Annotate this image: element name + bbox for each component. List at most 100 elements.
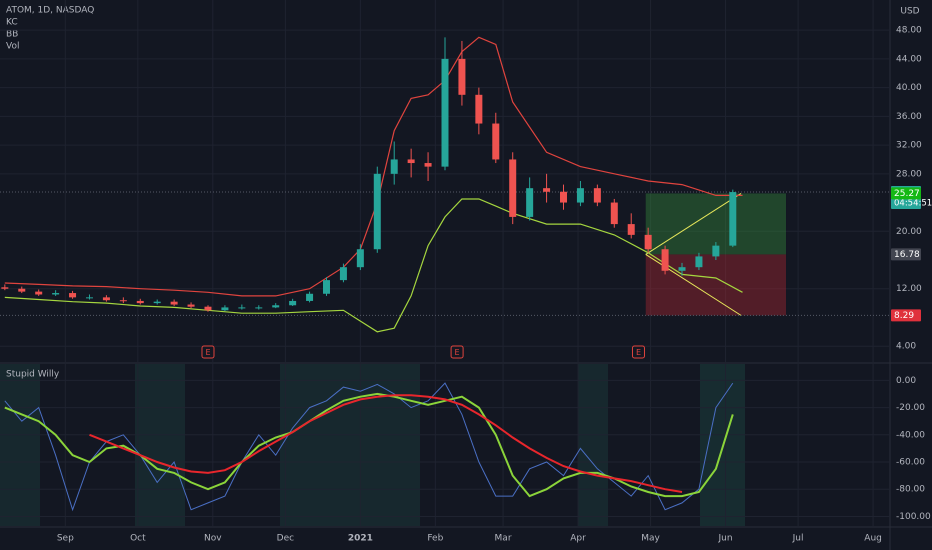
entry-label: 16.78 <box>894 250 920 260</box>
countdown: 04:54:51 <box>894 199 932 209</box>
indicator-line <box>4 382 734 512</box>
candle-body <box>204 306 212 311</box>
x-tick-label: May <box>641 534 660 544</box>
candle-body <box>407 159 415 164</box>
candle-body <box>35 291 43 295</box>
target-label: 25.27 <box>894 189 920 199</box>
candle-body <box>509 159 517 217</box>
candle-body <box>390 159 398 174</box>
candle-body <box>255 307 263 309</box>
candle-body <box>289 300 297 306</box>
y-tick-label: -40.00 <box>896 430 925 440</box>
stop-label: 8.29 <box>894 311 914 321</box>
loss-zone <box>645 254 787 316</box>
lower-band <box>4 198 743 333</box>
candle-body <box>678 267 686 271</box>
candle-body <box>492 123 500 160</box>
indicator-title: Stupid Willy <box>6 370 60 380</box>
y-tick-label: 32.00 <box>896 141 922 151</box>
y-tick-label: 48.00 <box>896 26 922 36</box>
x-tick-label: Nov <box>204 534 222 544</box>
y-tick-label: 44.00 <box>896 54 922 64</box>
candle-body <box>102 297 110 301</box>
candle-body <box>712 245 720 257</box>
chart-title: ATOM, 1D, NASDAQ <box>6 6 94 16</box>
y-tick-label: 20.00 <box>896 227 922 237</box>
y-tick-label: -20.00 <box>896 403 925 413</box>
indicator-label: KC <box>6 18 18 28</box>
candle-body <box>661 249 669 271</box>
y-tick-label: -100.00 <box>896 512 931 522</box>
x-tick-label: Feb <box>427 534 443 544</box>
y-tick-label: 4.00 <box>896 342 916 352</box>
zone <box>280 364 420 526</box>
candle-body <box>526 188 534 217</box>
candle-body <box>85 297 93 299</box>
x-tick-label: Oct <box>130 534 146 544</box>
currency: USD <box>900 7 919 17</box>
y-tick-label: 40.00 <box>896 83 922 93</box>
candle-body <box>272 305 280 308</box>
candle-body <box>1 287 9 289</box>
candle-body <box>644 234 652 250</box>
y-tick-label: 28.00 <box>896 169 922 179</box>
x-tick-label: Aug <box>864 534 882 544</box>
x-tick-label: Jun <box>718 534 733 544</box>
candle-body <box>306 293 314 301</box>
candle-body <box>441 58 449 167</box>
indicator-line <box>89 394 683 493</box>
y-tick-label: 36.00 <box>896 112 922 122</box>
candle-body <box>187 304 195 307</box>
y-tick-label: 0.00 <box>896 376 916 386</box>
candle-body <box>458 58 466 95</box>
candle-body <box>69 293 77 298</box>
zone <box>135 364 185 526</box>
x-tick-label: 2021 <box>348 534 373 544</box>
zone <box>0 364 40 526</box>
zone <box>578 364 608 526</box>
candle-body <box>119 300 127 302</box>
candle-body <box>356 249 364 268</box>
candle-body <box>170 301 178 305</box>
target-arrow <box>645 193 742 255</box>
candle-body <box>339 267 347 281</box>
candle-body <box>576 188 584 203</box>
stop-label-box <box>891 309 921 322</box>
x-tick-label: Sep <box>57 534 74 544</box>
target-label-box <box>891 187 921 200</box>
candle-body <box>560 191 568 203</box>
candle-body <box>322 280 330 294</box>
earnings-marker <box>631 345 645 359</box>
x-tick-label: Apr <box>570 534 586 544</box>
x-tick-label: Mar <box>495 534 512 544</box>
candle-body <box>238 307 246 309</box>
entry-label-box <box>891 248 921 261</box>
x-tick-label: Jul <box>792 534 804 544</box>
candle-body <box>424 163 432 167</box>
earnings-label: E <box>205 348 210 357</box>
indicator-label: BB <box>6 30 18 40</box>
candle-body <box>729 192 737 246</box>
y-tick-label: 12.00 <box>896 284 922 294</box>
earnings-marker <box>201 345 215 359</box>
candle-body <box>695 256 703 268</box>
candle-body <box>475 94 483 124</box>
candle-body <box>18 288 26 292</box>
candle-body <box>136 300 144 304</box>
x-tick-label: Dec <box>277 534 294 544</box>
earnings-label: E <box>636 348 641 357</box>
candle-body <box>373 173 381 250</box>
y-tick-label: -60.00 <box>896 458 925 468</box>
candle-body <box>543 188 551 192</box>
y-tick-label: -80.00 <box>896 485 925 495</box>
earnings-marker <box>450 345 464 359</box>
candle-body <box>221 307 229 311</box>
candle-body <box>593 188 601 203</box>
candle-body <box>153 301 161 304</box>
candle-body <box>52 293 60 295</box>
candle-body <box>627 224 635 235</box>
candle-body <box>610 202 618 225</box>
indicator-label: Vol <box>6 42 19 52</box>
